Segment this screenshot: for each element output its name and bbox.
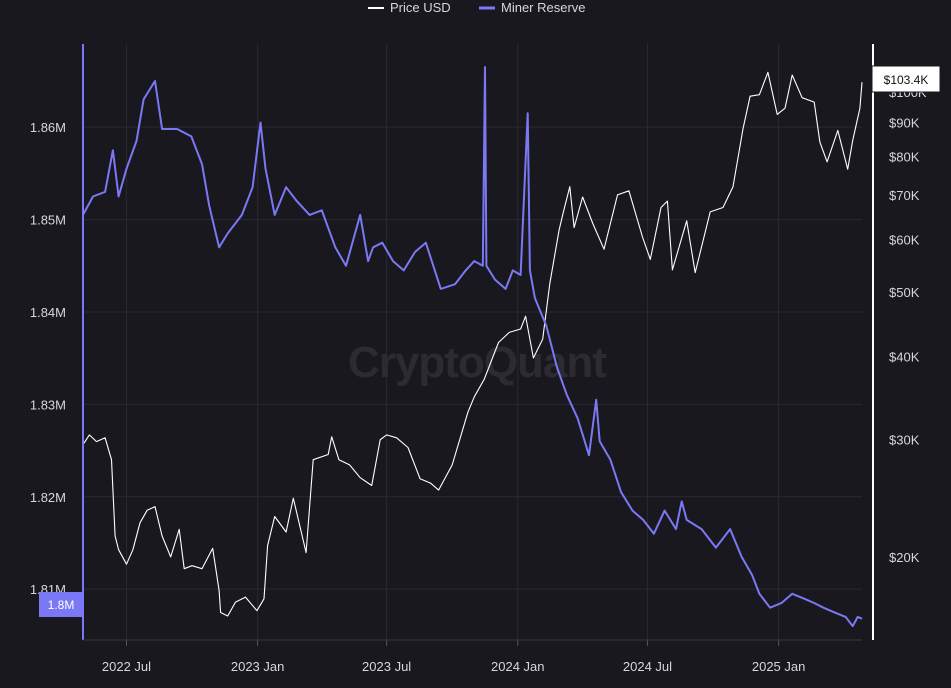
right-tick-label: $20K (889, 550, 920, 565)
x-tick-label: 2024 Jul (623, 659, 672, 674)
left-tick-label: 1.83M (30, 397, 66, 412)
right-tick-label: $50K (889, 285, 920, 300)
reserve-series-line (82, 66, 863, 628)
price-badge-label: $103.4K (884, 73, 929, 87)
reserve-badge-background (39, 592, 83, 617)
legend-label-price: Price USD (390, 0, 451, 15)
grid-lines (83, 44, 862, 640)
x-tick-label: 2024 Jan (491, 659, 545, 674)
left-tick-label: 1.86M (30, 120, 66, 135)
legend-item-price[interactable]: Price USD (368, 0, 451, 15)
x-tick-label: 2025 Jan (752, 659, 806, 674)
left-tick-label: 1.84M (30, 305, 66, 320)
right-tick-label: $90K (889, 115, 920, 130)
watermark: CryptoQuant (348, 338, 607, 387)
left-tick-label: 1.85M (30, 213, 66, 228)
legend-item-reserve[interactable]: Miner Reserve (479, 0, 586, 15)
reserve-current-badge: 1.8M (39, 592, 83, 617)
right-tick-label: $80K (889, 149, 920, 164)
price-series-line (82, 71, 863, 617)
right-tick-label: $60K (889, 232, 920, 247)
price-badge-background (871, 65, 941, 93)
left-tick-label: 1.82M (30, 490, 66, 505)
right-tick-label: $30K (889, 433, 920, 448)
reserve-badge-label: 1.8M (48, 598, 75, 612)
right-tick-label: $70K (889, 188, 920, 203)
x-axis-ticks: 2022 Jul 2023 Jan 2023 Jul 2024 Jan 2024 Jul… (102, 640, 805, 674)
legend-label-reserve: Miner Reserve (501, 0, 586, 15)
right-tick-label: $40K (889, 350, 920, 365)
x-tick-label: 2023 Jan (231, 659, 285, 674)
price-current-badge: $103.4K (871, 65, 941, 93)
legend: Price USD Miner Reserve (368, 0, 586, 15)
x-tick-label: 2023 Jul (362, 659, 411, 674)
x-tick-label: 2022 Jul (102, 659, 151, 674)
